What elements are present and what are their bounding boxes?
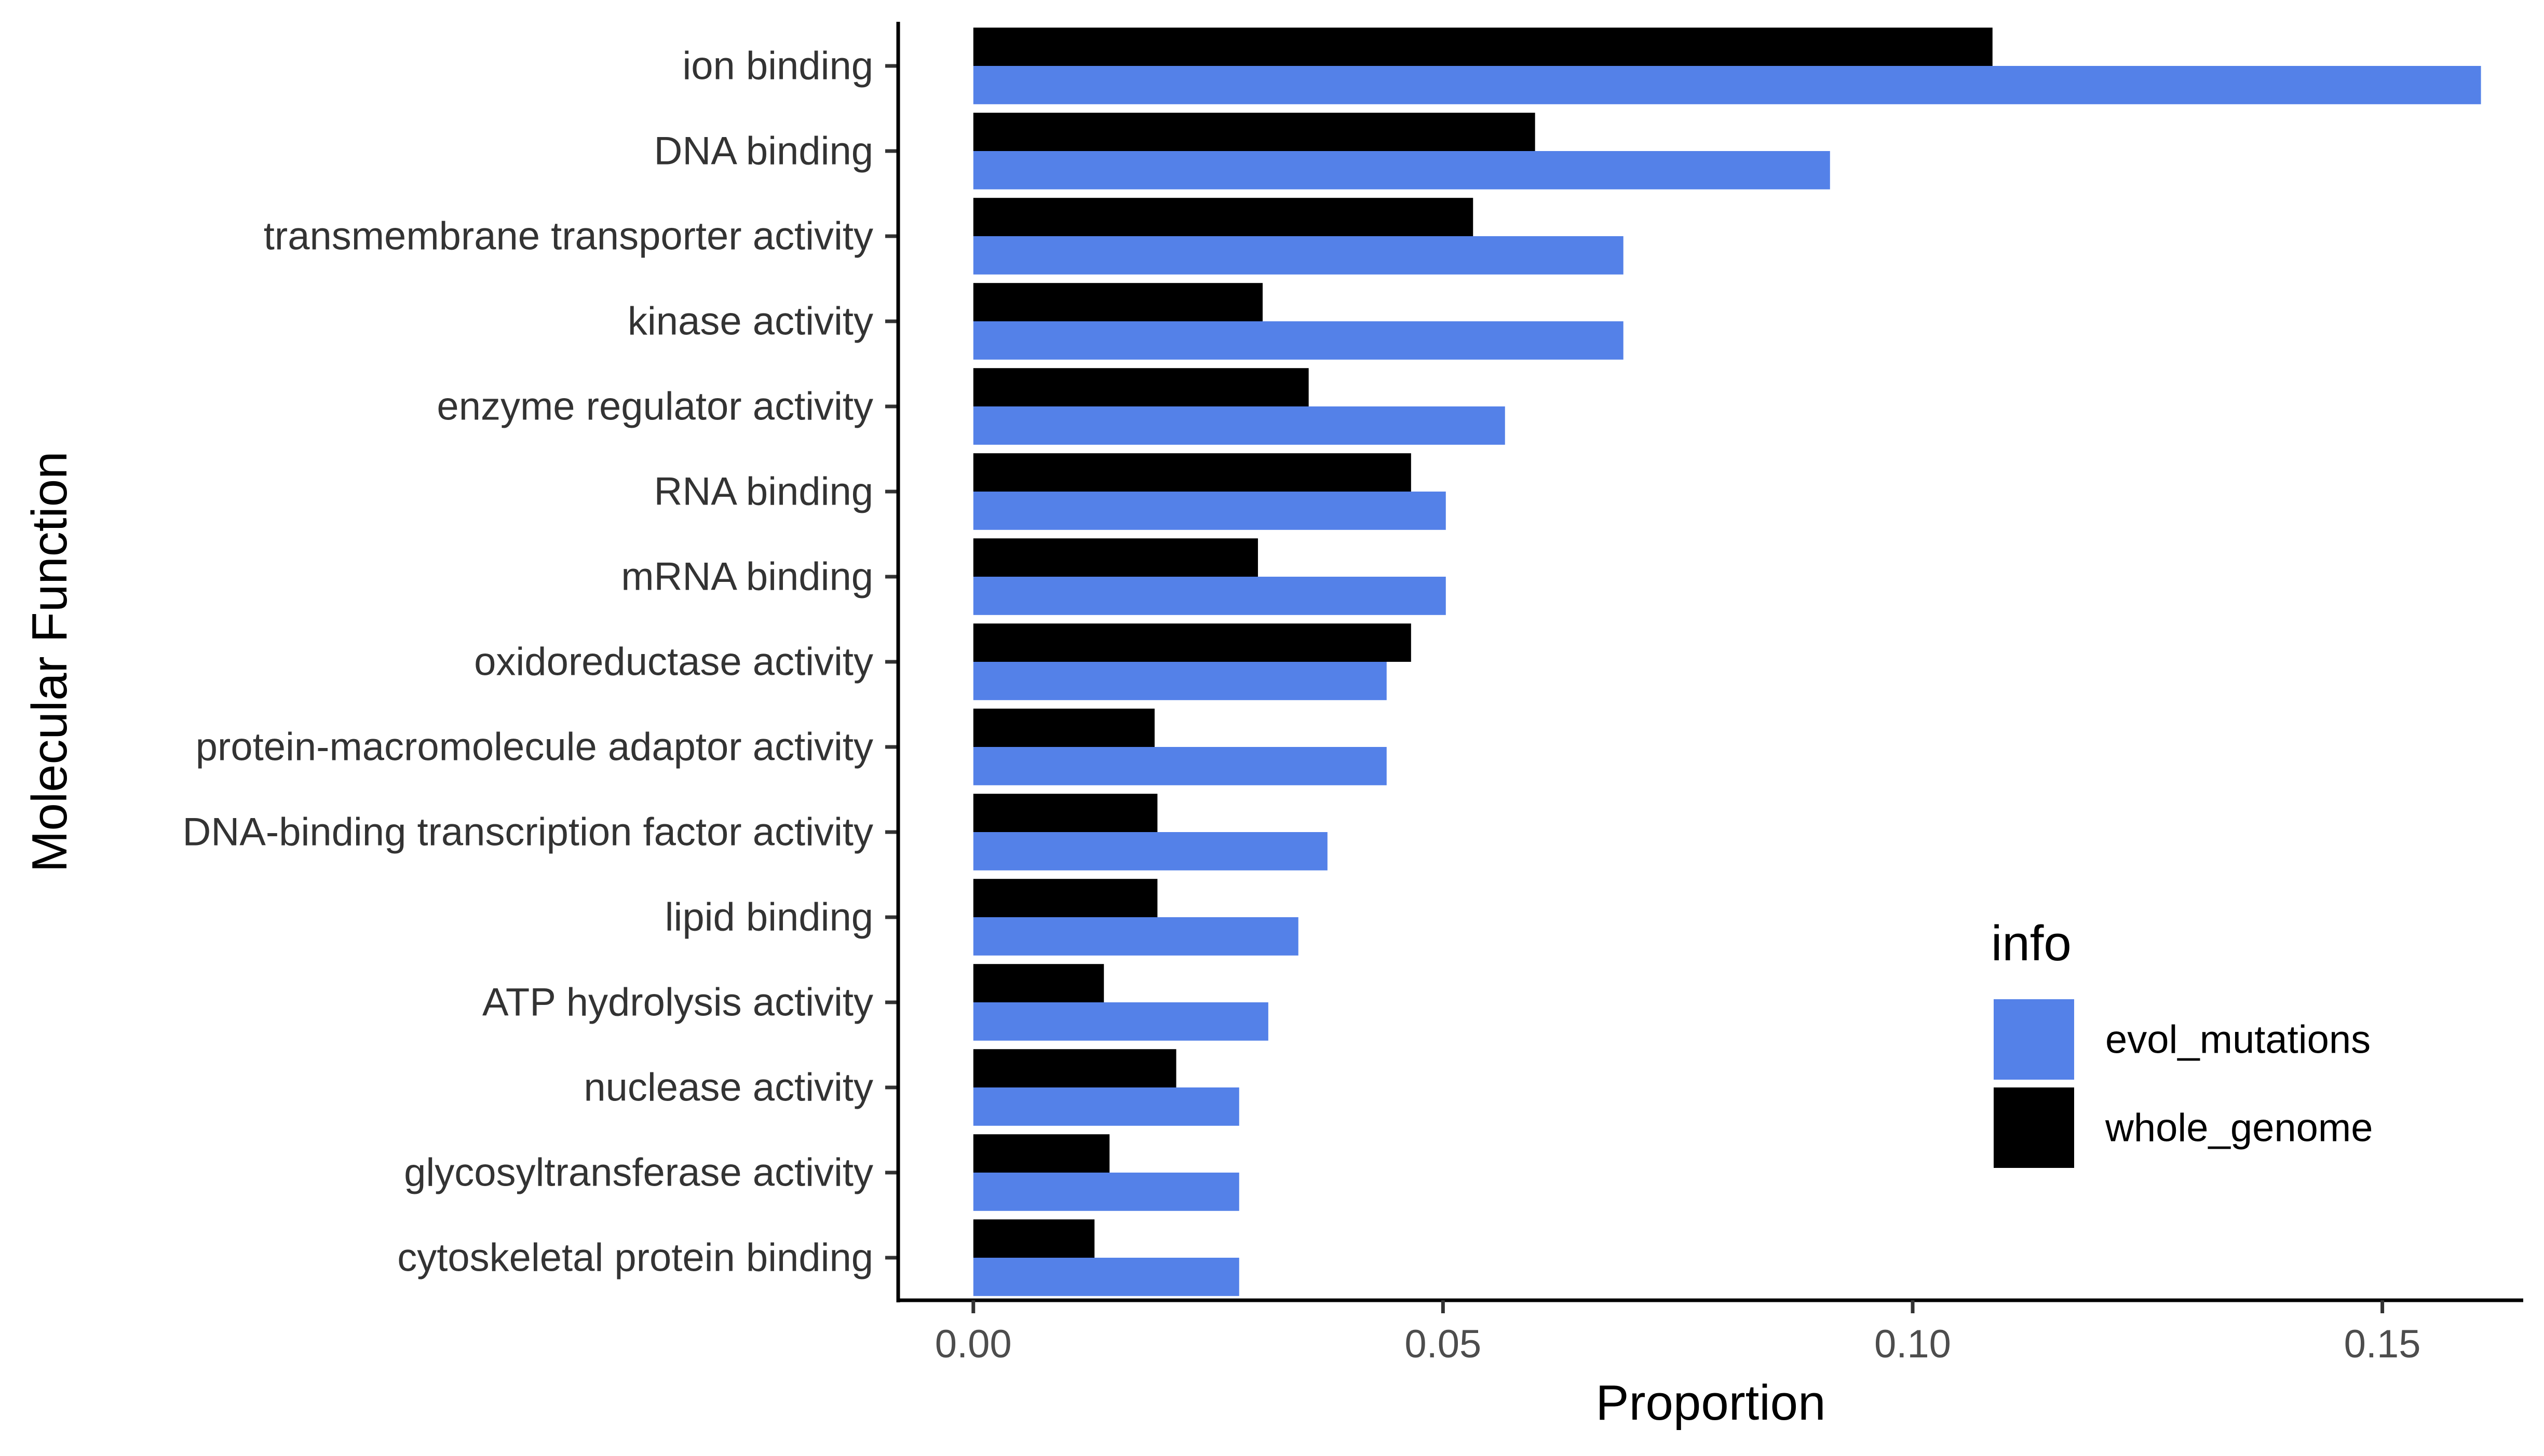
bar-whole-genome (973, 964, 1104, 1002)
legend-label: evol_mutations (2105, 1018, 2371, 1062)
y-tick-label: DNA-binding transcription factor activit… (182, 810, 873, 854)
legend-label: whole_genome (2105, 1106, 2373, 1150)
bar-evol-mutations (973, 1087, 1239, 1126)
bar-evol-mutations (973, 151, 1830, 189)
bar-evol-mutations (973, 917, 1298, 956)
bar-evol-mutations (973, 832, 1328, 870)
bar-whole-genome (973, 1049, 1176, 1087)
y-tick-label: RNA binding (654, 470, 874, 514)
y-tick-label: DNA binding (654, 129, 874, 173)
bar-whole-genome (973, 1219, 1095, 1258)
x-tick-label: 0.00 (935, 1322, 1012, 1366)
bar-whole-genome (973, 709, 1155, 747)
y-tick-label: enzyme regulator activity (437, 385, 873, 429)
x-axis-title: Proportion (1596, 1375, 1826, 1431)
y-tick-label: nuclease activity (584, 1066, 873, 1110)
legend-swatch (1994, 999, 2074, 1080)
bar-evol-mutations (973, 236, 1623, 275)
bar-whole-genome (973, 28, 1993, 66)
bar-evol-mutations (973, 321, 1623, 360)
bar-whole-genome (973, 198, 1473, 236)
labels-layer: ion binding DNA binding transmembrane tran… (22, 44, 2421, 1431)
bars-layer (973, 28, 2481, 1296)
bar-whole-genome (973, 113, 1535, 151)
legend: info evol_mutations whole_genome (1991, 916, 2373, 1168)
bar-evol-mutations (973, 747, 1387, 785)
bar-evol-mutations (973, 492, 1446, 530)
axes-layer (885, 22, 2523, 1313)
bar-whole-genome (973, 283, 1263, 321)
bar-evol-mutations (973, 406, 1505, 445)
bar-evol-mutations (973, 577, 1446, 615)
bar-evol-mutations (973, 1002, 1268, 1041)
y-tick-label: glycosyltransferase activity (404, 1151, 873, 1195)
bar-evol-mutations (973, 1173, 1239, 1211)
legend-swatch (1994, 1087, 2074, 1168)
bar-whole-genome (973, 623, 1411, 662)
bar-whole-genome (973, 538, 1258, 577)
y-tick-label: kinase activity (628, 300, 873, 344)
legend-title: info (1991, 916, 2072, 971)
y-tick-label: cytoskeletal protein binding (397, 1236, 873, 1280)
y-tick-label: protein-macromolecule adaptor activity (196, 725, 873, 769)
y-tick-label: ATP hydrolysis activity (482, 981, 873, 1025)
y-tick-label: lipid binding (665, 895, 873, 940)
y-tick-label: oxidoreductase activity (474, 640, 873, 684)
y-tick-label: ion binding (682, 44, 873, 88)
y-tick-label: mRNA binding (621, 555, 873, 599)
bar-whole-genome (973, 453, 1411, 492)
x-tick-label: 0.10 (1874, 1322, 1951, 1366)
bar-whole-genome (973, 794, 1158, 832)
y-axis-title: Molecular Function (22, 451, 77, 872)
y-tick-label: transmembrane transporter activity (264, 214, 873, 258)
bar-evol-mutations (973, 662, 1387, 700)
bar-whole-genome (973, 368, 1309, 406)
x-tick-label: 0.05 (1404, 1322, 1481, 1366)
x-tick-label: 0.15 (2344, 1322, 2421, 1366)
bar-whole-genome (973, 879, 1158, 917)
bar-evol-mutations (973, 66, 2481, 104)
bar-evol-mutations (973, 1258, 1239, 1296)
bar-whole-genome (973, 1134, 1110, 1173)
